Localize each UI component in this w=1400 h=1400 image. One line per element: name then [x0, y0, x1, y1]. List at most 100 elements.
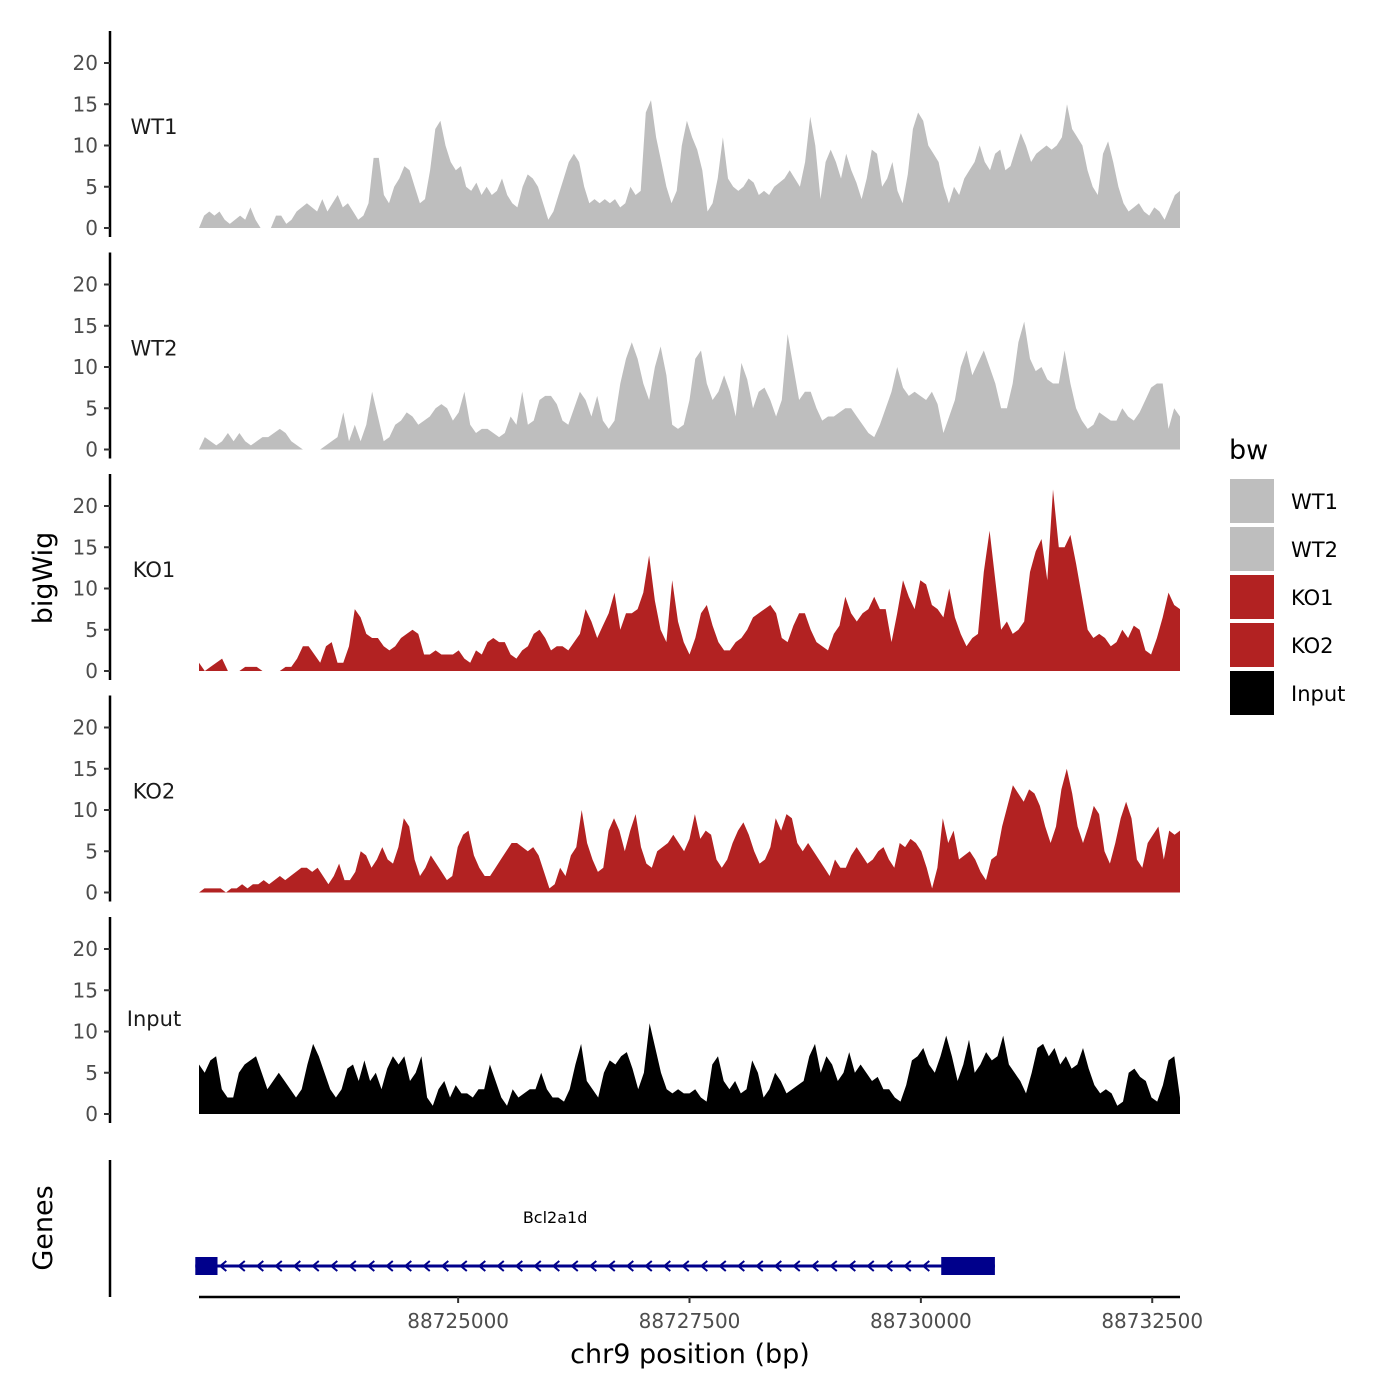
- strand-arrow: [385, 1260, 394, 1272]
- strand-arrow: [903, 1260, 912, 1272]
- strand-arrow: [588, 1260, 597, 1272]
- strand-arrow: [921, 1260, 930, 1272]
- y-tick-label: 10: [73, 355, 98, 379]
- y-tick-label: 5: [85, 396, 98, 420]
- x-tick-label: 88732500: [1101, 1309, 1203, 1333]
- strand-arrow: [773, 1260, 782, 1272]
- coverage-tracks: 0 5 10 15 20 WT1 0 5 10 15 20 WT2 0 5 10 15 20 KO1 0 5 10 15 2…: [73, 31, 1180, 1126]
- y-tick-label: 20: [73, 494, 98, 518]
- legend-label-ko2: KO2: [1291, 634, 1334, 658]
- strand-arrow: [847, 1260, 856, 1272]
- track-wt2: 0 5 10 15 20 WT2: [73, 252, 1180, 462]
- y-tick-label: 20: [73, 273, 98, 297]
- strand-arrow: [440, 1260, 449, 1272]
- coverage-area-wt2: [199, 321, 1180, 450]
- x-tick-label: 88727500: [639, 1309, 741, 1333]
- strand-arrow: [292, 1260, 301, 1272]
- y-tick-label: 20: [73, 716, 98, 740]
- strand-arrow: [755, 1260, 764, 1272]
- x-tick-label: 88730000: [870, 1309, 972, 1333]
- strand-arrow: [533, 1260, 542, 1272]
- strand-arrow: [866, 1260, 875, 1272]
- y-tick-label: 5: [85, 1061, 98, 1085]
- y-tick-label: 0: [85, 659, 98, 683]
- y-tick-label: 0: [85, 438, 98, 462]
- x-tick-label: 88725000: [407, 1309, 509, 1333]
- y-tick-label: 15: [73, 314, 98, 338]
- track-ko2: 0 5 10 15 20 KO2: [73, 695, 1180, 905]
- track-label: Input: [127, 1007, 181, 1031]
- track-wt1: 0 5 10 15 20 WT1: [73, 31, 1180, 240]
- gene-name-label: Bcl2a1d: [523, 1208, 588, 1227]
- strand-arrow: [699, 1260, 708, 1272]
- legend-key-input: [1230, 671, 1274, 715]
- y-tick-label: 0: [85, 1102, 98, 1126]
- y-tick-label: 5: [85, 839, 98, 863]
- strand-arrow: [496, 1260, 505, 1272]
- y-tick-label: 10: [73, 1020, 98, 1044]
- y-axis-title: bigWig: [28, 532, 59, 625]
- strand-arrow: [218, 1260, 227, 1272]
- strand-arrow: [477, 1260, 486, 1272]
- strand-arrow: [570, 1260, 579, 1272]
- strand-arrow: [884, 1260, 893, 1272]
- y-tick-label: 0: [85, 216, 98, 240]
- y-tick-label: 15: [73, 535, 98, 559]
- gene-exon: [941, 1257, 995, 1275]
- strand-arrow: [607, 1260, 616, 1272]
- strand-arrow: [237, 1260, 246, 1272]
- legend-label-wt1: WT1: [1291, 490, 1338, 514]
- y-tick-label: 0: [85, 881, 98, 905]
- strand-arrow: [662, 1260, 671, 1272]
- coverage-area-input: [199, 1023, 1180, 1114]
- track-label: WT2: [131, 337, 178, 361]
- y-tick-label: 20: [73, 51, 98, 75]
- track-ko1: 0 5 10 15 20 KO1: [73, 474, 1180, 683]
- track-label: KO2: [133, 780, 176, 804]
- track-input: 0 5 10 15 20 Input: [73, 917, 1180, 1126]
- strand-arrow: [625, 1260, 634, 1272]
- legend-key-ko2: [1230, 623, 1274, 667]
- strand-arrow: [736, 1260, 745, 1272]
- strand-arrow: [274, 1260, 283, 1272]
- y-tick-label: 10: [73, 134, 98, 158]
- legend-label-wt2: WT2: [1291, 538, 1338, 562]
- strand-arrow: [644, 1260, 653, 1272]
- y-tick-label: 5: [85, 618, 98, 642]
- y-tick-label: 15: [73, 757, 98, 781]
- strand-arrow: [255, 1260, 264, 1272]
- strand-arrow: [514, 1260, 523, 1272]
- strand-arrow: [403, 1260, 412, 1272]
- legend-key-wt1: [1230, 479, 1274, 523]
- strand-arrow: [718, 1260, 727, 1272]
- strand-arrow: [792, 1260, 801, 1272]
- gene-track-label: Genes: [28, 1185, 59, 1270]
- legend-label-ko1: KO1: [1291, 586, 1334, 610]
- y-tick-label: 5: [85, 175, 98, 199]
- y-tick-label: 10: [73, 577, 98, 601]
- x-axis: 88725000 88727500 88730000 88732500: [199, 1295, 1203, 1333]
- legend: WT1 WT2 KO1 KO2 Input: [1230, 479, 1345, 715]
- y-tick-label: 10: [73, 798, 98, 822]
- strand-arrow: [829, 1260, 838, 1272]
- strand-arrow: [329, 1260, 338, 1272]
- strand-arrow: [422, 1260, 431, 1272]
- strand-arrow: [348, 1260, 357, 1272]
- y-tick-label: 15: [73, 978, 98, 1002]
- strand-arrow: [810, 1260, 819, 1272]
- track-label: WT1: [131, 115, 178, 139]
- legend-title: bw: [1229, 435, 1268, 466]
- legend-key-ko1: [1230, 575, 1274, 619]
- gene-exon: [195, 1257, 218, 1275]
- strand-arrow: [681, 1260, 690, 1272]
- coverage-area-ko2: [199, 768, 1180, 893]
- gene-track: Bcl2a1d: [108, 1160, 995, 1297]
- strand-arrow: [311, 1260, 320, 1272]
- legend-key-wt2: [1230, 527, 1274, 571]
- strand-arrow: [366, 1260, 375, 1272]
- strand-arrow: [459, 1260, 468, 1272]
- track-label: KO1: [133, 558, 176, 582]
- coverage-area-ko1: [199, 489, 1180, 671]
- x-axis-title: chr9 position (bp): [570, 1339, 810, 1370]
